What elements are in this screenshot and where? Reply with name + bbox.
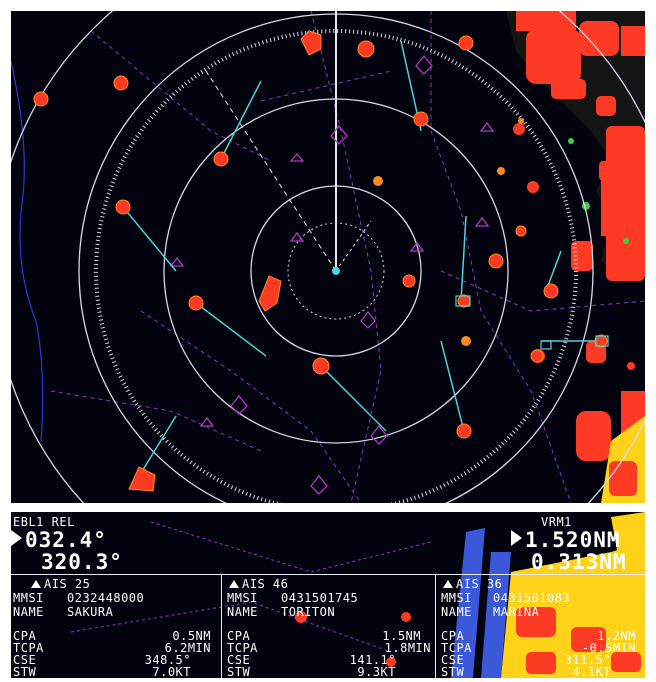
mmsi-label: MMSI — [441, 591, 472, 605]
mmsi-label: MMSI — [13, 591, 44, 605]
cpa-label: CPA — [13, 629, 37, 643]
divider — [221, 574, 222, 678]
land-mass — [506, 11, 645, 503]
ebl-pointer-icon — [11, 530, 22, 546]
cse-value: 348.5° — [144, 653, 191, 667]
vrm-label: VRM1 — [541, 515, 572, 529]
mmsi-label: MMSI — [227, 591, 258, 605]
ebl-label: EBL1 REL — [13, 515, 75, 529]
radar-ppi-display[interactable] — [11, 11, 645, 503]
ais-header: AIS 25 — [31, 578, 90, 590]
vrm-range-2: 0.313NM — [531, 550, 627, 574]
ais-triangle-icon — [229, 580, 239, 588]
stw-value: 4.1KT — [572, 665, 611, 678]
cpa-value: 0.5NM — [172, 629, 211, 643]
divider — [435, 574, 436, 678]
cse-value: 141.1° — [349, 653, 396, 667]
ais-header: AIS 46 — [229, 578, 288, 590]
own-ship-icon — [332, 267, 340, 275]
tcpa-label: TCPA — [227, 641, 258, 655]
tcpa-label: TCPA — [441, 641, 472, 655]
divider — [11, 574, 645, 575]
ais-symbols — [169, 54, 495, 495]
mmsi-value: 0232448000 — [67, 591, 145, 605]
cpa-value: 1.5NM — [382, 629, 421, 643]
vrm-range[interactable]: 1.520NM — [511, 530, 621, 551]
radar-scope — [11, 11, 645, 503]
cse-label: CSE — [441, 653, 465, 667]
cpa-label: CPA — [227, 629, 251, 643]
tcpa-value: -0.5MIN — [581, 641, 636, 655]
stw-value: 9.3KT — [357, 665, 396, 678]
name-label: NAME — [441, 605, 472, 619]
target-vectors — [122, 40, 601, 482]
cse-label: CSE — [13, 653, 37, 667]
ebl-bearing[interactable]: 032.4° — [11, 530, 107, 551]
info-background-chart — [11, 512, 645, 678]
cse-value: 311.5° — [564, 653, 611, 667]
mmsi-value: 0431501745 — [281, 591, 359, 605]
name-value: MARINA — [493, 605, 540, 619]
stw-value: 7.0KT — [152, 665, 191, 678]
stw-label: STW — [13, 665, 37, 678]
cpa-label: CPA — [441, 629, 465, 643]
fairway-lines — [50, 11, 645, 503]
tcpa-value: 1.8MIN — [384, 641, 431, 655]
ebl-line — [205, 70, 337, 272]
name-value: SAKURA — [67, 605, 114, 619]
stw-label: STW — [441, 665, 465, 678]
stw-label: STW — [227, 665, 251, 678]
ebl-bearing-true: 320.3° — [41, 550, 123, 574]
radar-targets — [33, 30, 608, 492]
ais-triangle-icon — [443, 580, 453, 588]
cse-label: CSE — [227, 653, 251, 667]
ais-triangle-icon — [31, 580, 41, 588]
cpa-value: 1.2NM — [597, 629, 636, 643]
target-info-panel: EBL1 REL 032.4° 320.3° VRM1 1.520NM 0.31… — [11, 512, 645, 678]
ais-header: AIS 36 — [443, 578, 502, 590]
vrm-pointer-icon — [511, 530, 522, 546]
tcpa-value: 6.2MIN — [164, 641, 211, 655]
mmsi-value: 0431501083 — [493, 591, 571, 605]
name-label: NAME — [227, 605, 258, 619]
radar-echoes-small — [373, 118, 524, 346]
tcpa-label: TCPA — [13, 641, 44, 655]
name-label: NAME — [13, 605, 44, 619]
name-value: TORITON — [281, 605, 336, 619]
